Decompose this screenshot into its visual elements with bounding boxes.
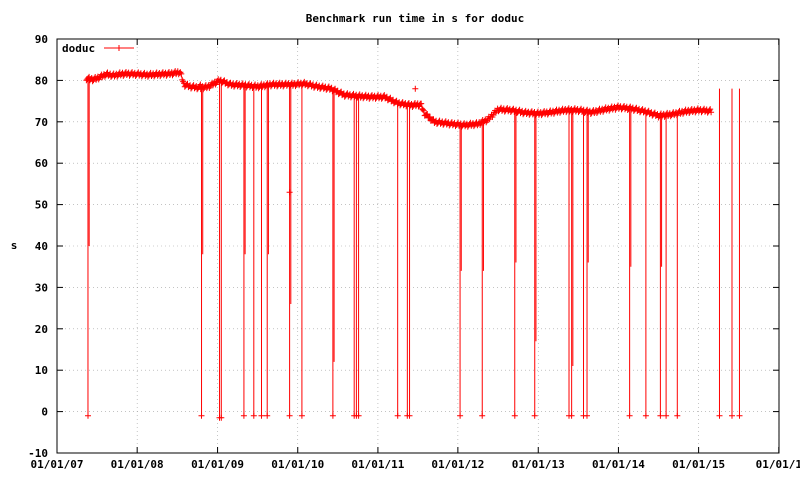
x-tick-label: 01/01/1 [756, 458, 800, 471]
data-point-marker [427, 113, 433, 120]
x-tick-label: 01/01/15 [672, 458, 725, 471]
drop-point-marker [663, 412, 670, 419]
drop-point-marker [264, 412, 271, 419]
y-tick-label: 40 [35, 240, 48, 253]
drop-point-marker [642, 412, 649, 419]
isolated-point-marker [412, 85, 419, 92]
legend-label-doduc: doduc [62, 42, 95, 55]
y-tick-label: 50 [35, 199, 48, 212]
drop-point-marker [457, 412, 464, 419]
drop-point-marker [329, 412, 336, 419]
y-tick-label: 0 [41, 406, 48, 419]
data-point-marker [420, 107, 427, 114]
x-tick-label: 01/01/11 [351, 458, 404, 471]
x-tick-label: 01/01/12 [431, 458, 484, 471]
y-tick-label: 30 [35, 281, 48, 294]
drop-point-marker [218, 414, 225, 421]
drop-point-marker [394, 412, 401, 419]
data-point-marker [418, 100, 425, 107]
isolated-point-marker [197, 81, 204, 88]
x-tick-label: 01/01/14 [592, 458, 645, 471]
data-point-marker [419, 106, 426, 113]
drop-point-marker [479, 412, 486, 419]
data-point-marker [708, 109, 715, 116]
legend: doduc [62, 42, 134, 55]
x-tick-label: 01/01/09 [191, 458, 244, 471]
x-tick-label: 01/01/08 [111, 458, 164, 471]
y-tick-label: 70 [35, 116, 48, 129]
drop-point-marker [286, 412, 293, 419]
x-tick-label: 01/01/13 [512, 458, 565, 471]
drop-point-marker [298, 412, 305, 419]
x-tick-label: 01/01/07 [31, 458, 84, 471]
drop-point-marker [406, 412, 413, 419]
drop-point-marker [198, 412, 205, 419]
y-tick-label: -10 [28, 447, 48, 460]
drop-point-marker [674, 412, 681, 419]
drop-point-marker [240, 412, 247, 419]
y-tick-label: 20 [35, 323, 48, 336]
y-tick-label: 90 [35, 33, 48, 46]
drop-point-marker [568, 412, 575, 419]
legend-marker-sample [116, 45, 122, 51]
drop-point-marker [250, 412, 257, 419]
drop-point-marker [736, 412, 743, 419]
drop-point-marker [531, 412, 538, 419]
drop-point-marker [716, 412, 723, 419]
chart-title: Benchmark run time in s for doduc [306, 12, 525, 25]
axes: -10 0 10 20 30 40 50 60 70 80 90 01/01/07 01/01/08 01… [28, 33, 800, 471]
drop-point-marker [511, 412, 518, 419]
data-point-marker [178, 70, 185, 77]
y-tick-label: 80 [35, 74, 48, 87]
isolated-point-marker [286, 189, 293, 196]
drop-point-marker [584, 412, 590, 419]
data-series [83, 68, 743, 421]
drop-point-marker [258, 412, 265, 419]
data-point-marker [424, 111, 431, 117]
drop-point-marker [657, 412, 664, 419]
x-tick-label: 01/01/10 [271, 458, 324, 471]
data-point-marker [707, 106, 714, 113]
drop-point-marker [729, 412, 735, 419]
drop-point-marker [85, 412, 91, 419]
drop-point-marker [355, 412, 362, 419]
y-axis-label: s [11, 239, 18, 252]
y-tick-label: 10 [35, 364, 48, 377]
drop-point-marker [626, 412, 633, 419]
data-point-marker [423, 111, 430, 118]
y-tick-label: 60 [35, 157, 48, 170]
